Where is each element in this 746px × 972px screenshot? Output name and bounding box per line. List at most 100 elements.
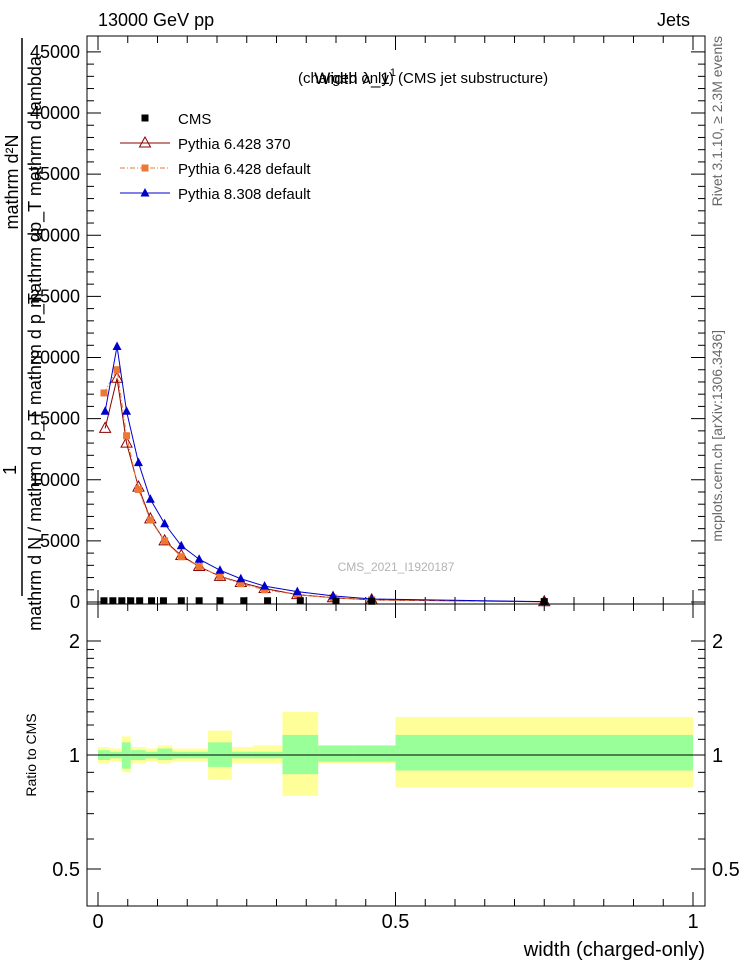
ratio-ytick-label-right: 1 <box>712 745 723 767</box>
data-point <box>194 554 204 563</box>
data-point <box>133 457 143 467</box>
main-ytick-label: 5000 <box>40 531 80 551</box>
ratio-axis-ticks: 0.5 0.5 1 1 2 2 0 0.5 1 <box>52 604 740 933</box>
stat-band <box>318 745 354 762</box>
main-ytick-label: 45000 <box>30 42 80 62</box>
data-point <box>177 553 185 561</box>
data-point <box>292 586 302 596</box>
data-point <box>120 436 133 448</box>
main-ylabel: 1 mathrm d²N mathrm dp_T mathrm d lambda… <box>0 38 46 631</box>
series-line <box>104 346 545 603</box>
ratio-bands <box>98 711 693 796</box>
series-2 <box>100 366 548 606</box>
legend-label: CMS <box>178 111 211 128</box>
data-point <box>100 406 110 415</box>
data-point <box>123 432 131 440</box>
data-point <box>237 580 245 588</box>
stat-band <box>157 748 173 761</box>
data-point <box>136 597 144 605</box>
main-ytick-label: 20000 <box>30 348 80 368</box>
data-point <box>160 518 170 528</box>
process-label: Jets <box>657 10 690 30</box>
data-point <box>118 597 126 605</box>
legend-label: Pythia 8.308 default <box>178 186 311 203</box>
energy-label: 13000 GeV pp <box>98 10 214 30</box>
data-point <box>177 597 185 605</box>
series-1 <box>98 371 551 607</box>
main-ylabel-one: 1 <box>0 465 20 475</box>
data-point <box>113 366 121 374</box>
data-point <box>296 597 304 605</box>
series-line <box>103 368 545 603</box>
data-point <box>261 586 269 594</box>
data-point <box>368 597 376 605</box>
series-line <box>104 378 545 603</box>
data-point <box>98 421 112 433</box>
stat-band <box>353 745 396 762</box>
legend: CMS Pythia 6.428 370 Pythia 6.428 default P… <box>120 111 311 203</box>
stat-band <box>121 742 131 769</box>
data-point <box>260 581 270 590</box>
data-point <box>127 597 135 605</box>
xtick-label: 1 <box>687 911 698 933</box>
ratio-ytick-label: 1 <box>69 745 80 767</box>
ratio-ylabel: Ratio to CMS <box>23 713 39 796</box>
main-series-group <box>98 341 551 607</box>
data-point <box>100 597 108 605</box>
main-ylabel-top-b: mathrm dp_T mathrm d lambda <box>25 55 46 308</box>
main-ytick-label: 25000 <box>30 286 80 306</box>
xtick-label: 0 <box>92 911 103 933</box>
data-point <box>109 597 117 605</box>
data-point <box>146 516 154 524</box>
main-ytick-label: 35000 <box>30 164 80 184</box>
data-point <box>145 494 155 503</box>
plot-title: Width λ_11 <box>314 67 396 88</box>
data-point <box>148 597 156 605</box>
data-point <box>332 597 340 605</box>
data-point <box>236 573 246 583</box>
analysis-watermark: CMS_2021_I1920187 <box>338 560 455 574</box>
mcplots-label: mcplots.cern.ch [arXiv:1306.3436] <box>709 330 725 542</box>
data-point <box>110 371 124 383</box>
main-ytick-label: 15000 <box>30 409 80 429</box>
main-axis-ticks: 0 5000 10000 15000 20000 25000 30000 35000 40000… <box>30 36 705 612</box>
plot-title-rest: (charged only) (CMS jet substructure) <box>298 70 548 87</box>
main-ylabel-bottom: mathrm d N / mathrm d p_T mathrm d p_T <box>25 293 46 631</box>
data-point <box>216 572 224 580</box>
legend-marker <box>140 188 150 197</box>
legend-label: Pythia 6.428 370 <box>178 136 291 153</box>
xtick-label: 0.5 <box>382 911 410 933</box>
data-point <box>122 406 132 415</box>
data-point <box>216 597 224 605</box>
rivet-label: Rivet 3.1.10, ≥ 2.3M events <box>709 36 725 206</box>
data-point <box>264 597 272 605</box>
legend-marker <box>141 164 149 172</box>
data-point <box>195 563 203 571</box>
main-ytick-label: 10000 <box>30 470 80 490</box>
main-ytick-label: 40000 <box>30 103 80 123</box>
data-point <box>112 341 122 351</box>
legend-marker <box>141 114 149 122</box>
main-ytick-label: 30000 <box>30 225 80 245</box>
data-point <box>176 540 186 550</box>
data-point <box>159 597 167 605</box>
main-ylabel-top-a: mathrm d²N <box>2 134 22 229</box>
data-point <box>215 565 225 574</box>
x-axis-label: width (charged-only) <box>523 939 705 961</box>
data-point <box>161 537 169 545</box>
main-ytick-label: 0 <box>70 592 80 612</box>
plot-title-main: Width λ_1 <box>314 69 390 88</box>
series-0 <box>100 597 548 606</box>
legend-label: Pythia 6.428 default <box>178 161 311 178</box>
legend-marker <box>138 135 152 148</box>
ratio-ytick-label: 0.5 <box>52 859 80 881</box>
data-point <box>540 598 548 606</box>
data-point <box>134 486 142 494</box>
data-point <box>195 597 203 605</box>
ratio-ytick-label: 2 <box>69 631 80 653</box>
ratio-ytick-label-right: 2 <box>712 631 723 653</box>
plot-title-sup: 1 <box>390 67 396 79</box>
series-3 <box>100 341 549 606</box>
